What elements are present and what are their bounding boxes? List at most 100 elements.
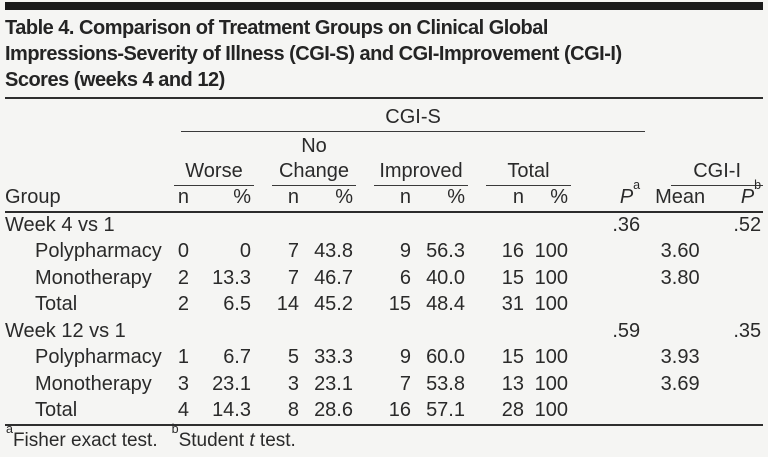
column-header-p-fisher: Pa xyxy=(580,179,646,213)
top-rule-bar xyxy=(5,2,763,10)
table-cell-p-value xyxy=(580,265,645,292)
column-header-nochange-n: n xyxy=(263,186,305,213)
column-header-mean: Mean xyxy=(645,186,716,213)
table-cell-mean: 3.69 xyxy=(660,372,700,395)
table-title-line-3: Scores (weeks 4 and 12) xyxy=(5,69,225,91)
table-cell-p-value xyxy=(580,292,645,319)
table-cell xyxy=(263,212,305,239)
table-cell-p-value xyxy=(715,265,763,292)
table-cell: 6.5 xyxy=(223,293,251,316)
column-header-row: Group n % n % n % n % Pa Mean Pb xyxy=(5,179,764,213)
table-row-week12-polypharmacy: Polypharmacy 1 6.7 5 33.3 9 60.0 15 100 … xyxy=(5,345,763,372)
table-cell: 53.8 xyxy=(426,372,465,395)
table-cell: 60.0 xyxy=(426,346,465,369)
table-cell: 100 xyxy=(534,293,568,316)
table-cell xyxy=(263,318,305,345)
table-cell xyxy=(530,212,580,239)
row-label: Polypharmacy xyxy=(35,240,162,263)
table-cell: 100 xyxy=(534,372,568,395)
column-header-total-pct: % xyxy=(530,186,580,213)
row-label: Week 4 vs 1 xyxy=(5,214,115,237)
table-cell: 15 xyxy=(388,293,411,316)
table-cell: 16 xyxy=(501,240,524,263)
table-cell: 23.1 xyxy=(212,372,251,395)
column-header-improved-pct: % xyxy=(417,186,477,213)
footnote-superscript-b: b xyxy=(171,421,179,436)
table-cell: 14 xyxy=(276,293,299,316)
p-superscript-b: b xyxy=(754,178,762,193)
table-cell: 2 xyxy=(177,293,189,316)
table-row-week4-polypharmacy: Polypharmacy 0 0 7 43.8 9 56.3 16 100 3.… xyxy=(5,239,763,266)
no-change-label-line-2: Change xyxy=(278,160,350,182)
table-cell-p-value xyxy=(715,292,763,319)
row-label: Week 12 vs 1 xyxy=(5,319,126,342)
table-cell: 5 xyxy=(287,346,299,369)
footnote-t-symbol: t xyxy=(249,430,255,451)
no-change-spanner-underline: No Change xyxy=(272,134,356,186)
cgis-spanner-cell: CGI-S xyxy=(165,99,646,132)
table-cell: 33.3 xyxy=(314,346,353,369)
table-cell-mean xyxy=(645,292,715,319)
table-cell: 56.3 xyxy=(426,240,465,263)
spacer-cell xyxy=(5,99,165,132)
table-cell-p-value xyxy=(715,345,763,372)
table-cell-p-value: .35 xyxy=(733,319,762,342)
column-header-group: Group xyxy=(5,186,165,213)
table-cell-p-value xyxy=(580,345,645,372)
column-header-p-student: Pb xyxy=(715,179,764,213)
table-cell-p-value xyxy=(715,398,763,425)
table-cell: 100 xyxy=(534,266,568,289)
footnote-fisher: aFisher exact test. xyxy=(6,422,158,451)
table-cell: 13.3 xyxy=(212,266,251,289)
p-symbol: P xyxy=(619,186,634,208)
table-cell: 28.6 xyxy=(314,399,353,422)
table-cell: 7 xyxy=(287,266,299,289)
improved-spanner-underline: Improved xyxy=(374,159,468,186)
table-row-week12-total: Total 4 14.3 8 28.6 16 57.1 28 100 xyxy=(5,398,763,425)
table-cell-mean xyxy=(645,398,715,425)
table-footnote: aFisher exact test. bStudent t test. xyxy=(5,422,763,457)
table-cell xyxy=(645,318,715,345)
table-cell: 6 xyxy=(399,266,411,289)
cgii-spanner-cell: CGI-I xyxy=(645,132,764,186)
table-cell: 13 xyxy=(501,372,524,395)
column-header-total-n: n xyxy=(477,186,530,213)
table-title: Table 4. Comparison of Treatment Groups … xyxy=(5,15,763,93)
table-cell: 14.3 xyxy=(212,399,251,422)
table-row-week4: Week 4 vs 1 .36 .52 xyxy=(5,212,763,239)
p-symbol: P xyxy=(740,186,755,208)
row-label: Monotherapy xyxy=(35,372,152,395)
table-cell: 0 xyxy=(177,240,189,263)
table-cell: 100 xyxy=(534,399,568,422)
footnote-fisher-text: Fisher exact test. xyxy=(12,430,158,451)
table-row-week12: Week 12 vs 1 .59 .35 xyxy=(5,318,763,345)
table-cell xyxy=(305,318,365,345)
table-cell xyxy=(305,212,365,239)
cgis-spanner-underline: CGI-S xyxy=(181,105,646,132)
footnote-student: bStudent t test. xyxy=(172,422,296,451)
spacer-cell xyxy=(645,99,763,132)
table-cell xyxy=(477,318,530,345)
table-cell: 1 xyxy=(177,346,189,369)
column-header-improved-n: n xyxy=(365,186,417,213)
footnote-student-text-post: test. xyxy=(254,430,296,451)
title-divider-rule xyxy=(5,97,763,99)
footnote-superscript-a: a xyxy=(6,421,13,436)
table-cell: 8 xyxy=(287,399,299,422)
row-label: Total xyxy=(35,293,78,316)
table-cell-p-value xyxy=(580,398,645,425)
table-cell xyxy=(530,318,580,345)
table-cell: 28 xyxy=(501,399,524,422)
total-spanner-underline: Total xyxy=(486,159,571,186)
total-spanner-label: Total xyxy=(507,160,550,182)
table-cell-mean: 3.93 xyxy=(660,346,700,369)
column-header-nochange-pct: % xyxy=(305,186,365,213)
table-cell-mean: 3.60 xyxy=(660,240,700,263)
table-cell xyxy=(195,318,263,345)
table-cell: 48.4 xyxy=(426,293,465,316)
table-cell: 31 xyxy=(501,293,524,316)
worse-spanner-label: Worse xyxy=(185,160,243,182)
cgii-spanner-underline: CGI-I xyxy=(671,159,764,186)
table-cell xyxy=(165,318,195,345)
